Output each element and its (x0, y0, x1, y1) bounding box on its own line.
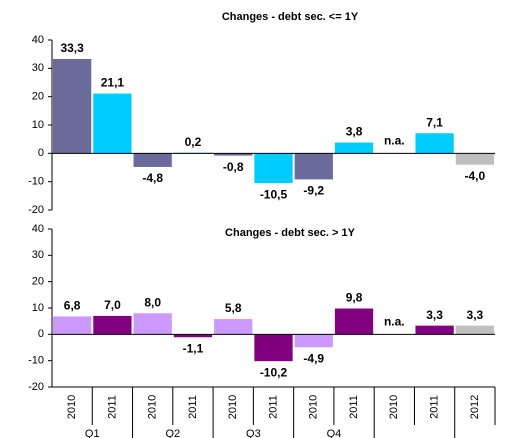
value-label: 9,8 (346, 291, 363, 305)
value-label: -10,5 (260, 187, 288, 201)
value-label: 7,1 (426, 115, 443, 129)
group-label: Q2 (165, 428, 180, 438)
bar (133, 313, 172, 335)
bar (93, 315, 132, 335)
group-label: Q1 (85, 428, 100, 438)
value-label: n.a. (384, 134, 405, 148)
value-label: 33,3 (60, 41, 84, 55)
value-label: -4,9 (303, 351, 324, 365)
x-tick-label: 2010 (147, 395, 159, 419)
y-tick-label: -10 (28, 176, 44, 188)
value-label: 8,0 (144, 295, 161, 309)
x-tick-label: 2011 (187, 395, 199, 419)
x-tick-label: 2011 (267, 395, 279, 419)
bar (254, 153, 293, 184)
chart-title: Changes - debt sec. <= 1Y (222, 11, 359, 23)
value-label: -9,2 (303, 184, 324, 198)
value-label: -1,1 (183, 341, 204, 355)
group-label: Q3 (246, 428, 261, 438)
x-tick-label: 2010 (66, 395, 78, 419)
y-tick-label: 20 (32, 91, 44, 103)
bar (294, 153, 333, 180)
bar (455, 153, 494, 165)
bar (53, 316, 92, 335)
y-tick-label: 30 (32, 249, 44, 261)
bar (334, 308, 374, 335)
value-label: 3,3 (426, 308, 443, 322)
x-tick-label: 2010 (388, 395, 400, 419)
y-tick-label: -10 (28, 355, 44, 367)
y-tick-label: 10 (32, 119, 44, 131)
x-tick-label: 2011 (348, 395, 360, 419)
x-tick-label: 2010 (227, 395, 239, 419)
value-label: 3,8 (346, 125, 363, 139)
bar (294, 334, 333, 348)
y-tick-label: 20 (32, 276, 44, 288)
y-tick-label: 0 (38, 147, 44, 159)
value-label: 6,8 (64, 299, 81, 313)
bar (133, 153, 172, 167)
bar (415, 133, 454, 154)
value-label: -0,8 (223, 160, 244, 174)
value-label: n.a. (384, 315, 405, 329)
y-tick-label: -20 (28, 381, 44, 393)
x-tick-label: 2012 (469, 395, 481, 419)
bar (93, 93, 132, 154)
value-label: -4,8 (142, 171, 163, 185)
y-tick-label: 10 (32, 302, 44, 314)
y-tick-label: -20 (28, 204, 44, 216)
bar (254, 334, 293, 362)
y-tick-label: 30 (32, 62, 44, 74)
y-tick-label: 40 (32, 34, 44, 46)
value-label: 7,0 (104, 298, 121, 312)
value-label: -4,0 (465, 169, 486, 183)
bar (415, 325, 454, 335)
group-label: Q4 (327, 428, 342, 438)
bar (173, 334, 213, 338)
x-tick-label: 2011 (428, 395, 440, 419)
value-label: 5,8 (225, 301, 242, 315)
bar (455, 325, 494, 335)
bar (334, 142, 374, 154)
x-tick-label: 2011 (106, 395, 118, 419)
bar (53, 58, 92, 154)
y-tick-label: 40 (32, 223, 44, 235)
y-tick-label: 0 (38, 328, 44, 340)
value-label: 21,1 (101, 76, 125, 90)
value-label: 0,2 (185, 135, 202, 149)
chart-title: Changes - debt sec. > 1Y (225, 227, 356, 239)
value-label: -10,2 (260, 365, 288, 379)
bar (214, 153, 253, 156)
bar (214, 319, 253, 335)
value-label: 3,3 (467, 308, 484, 322)
x-tick-label: 2010 (308, 395, 320, 419)
